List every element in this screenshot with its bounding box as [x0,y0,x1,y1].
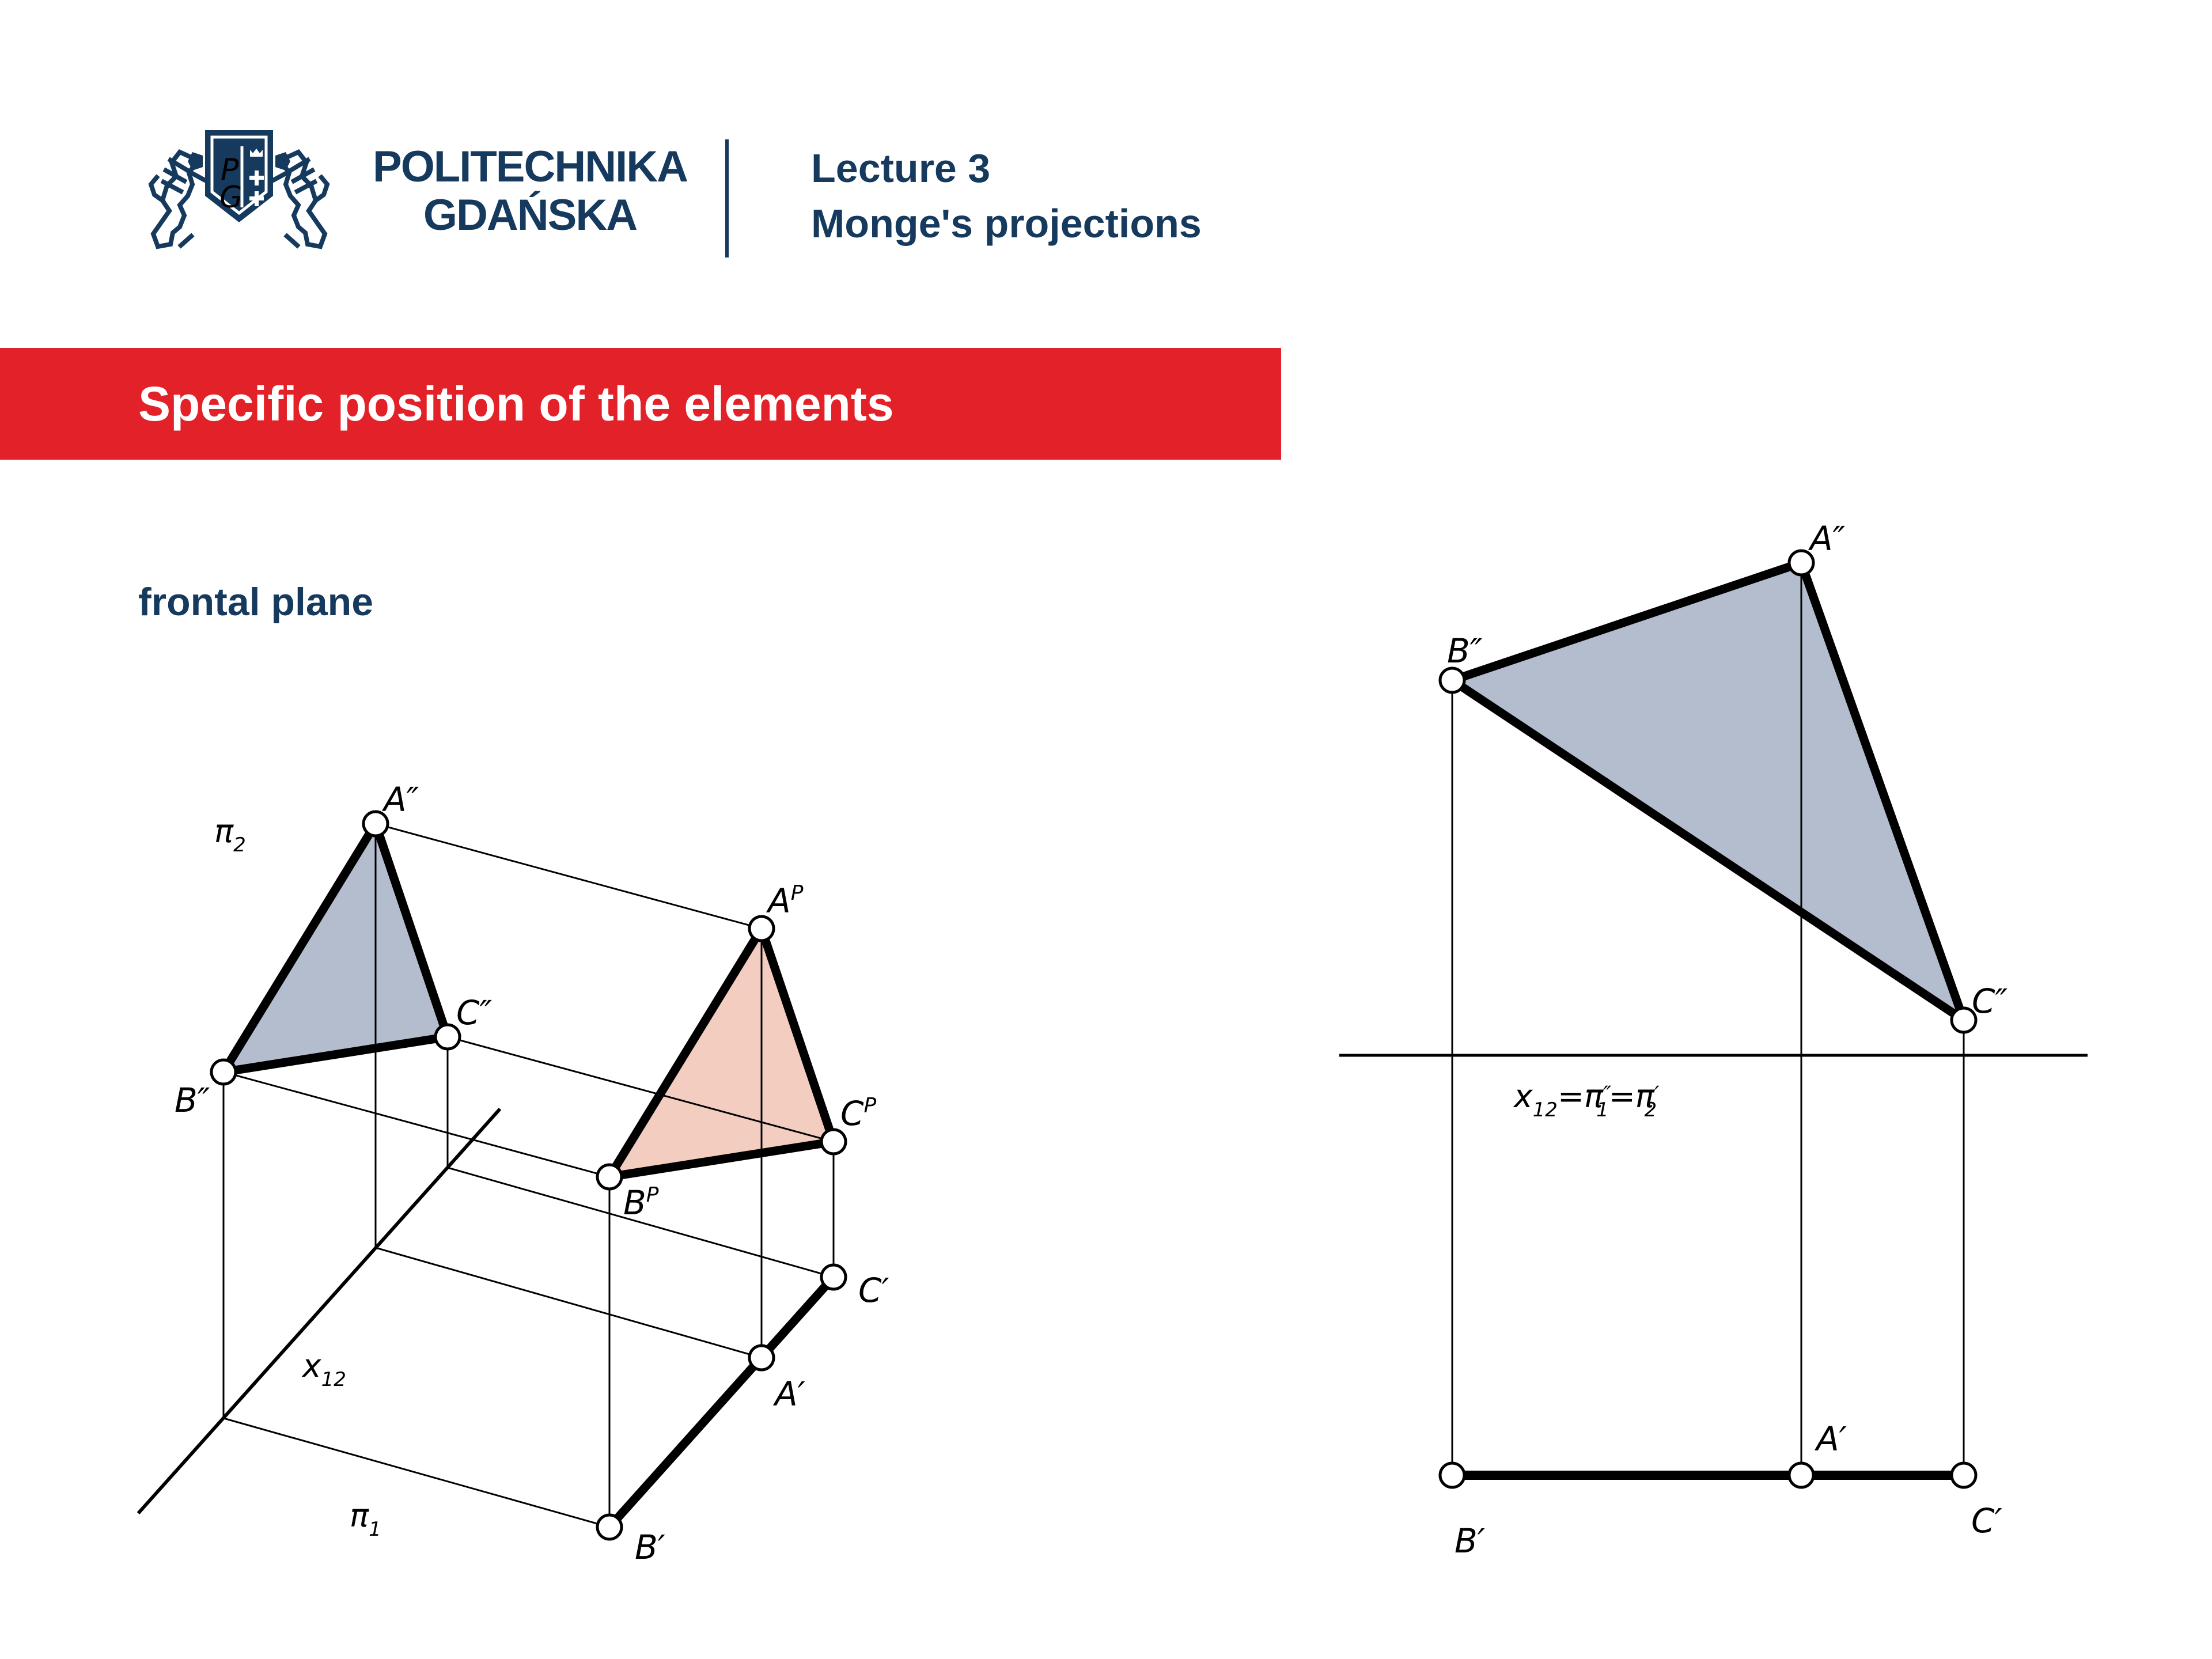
front-projection-triangle-outline [215,813,453,1078]
label-A-front: A″ [381,780,419,819]
gdansk-coat-icon [249,149,264,206]
university-name-line2: GDAŃSKA [423,191,638,240]
monge-view: A″ B″ C″ x12=π″ 1=π′ 2 A′ B′ C′ [1339,519,2088,1560]
lion-right-icon [271,149,330,249]
front-projection-triangle-fill [224,824,448,1072]
projection-rays [1451,563,1965,1475]
space-triangle-outline [601,918,839,1183]
label-A-space: AP [766,881,804,921]
label-C-front: C″ [1972,982,2008,1021]
top-projection-segment [606,1274,837,1531]
lecture-header: Lecture 3 Monge's projections [811,141,1202,251]
vertex-markers [210,810,847,1541]
front-projection-triangle-fill [1452,563,1964,1020]
header-divider [725,139,729,257]
university-name: POLITECHNIKA GDAŃSKA [369,143,691,240]
label-B-top: B′ [635,1528,665,1567]
slide-title: Specific position of the elements [138,376,894,431]
pictorial-view: π2 π1 x12 A″ B″ C″ AP BP CP C′ A′ B′ [137,780,889,1567]
label-B-top: B′ [1455,1521,1485,1560]
label-C-space: CP [840,1094,877,1133]
label-C-front: C″ [456,993,492,1032]
shield-letter-p: P [221,153,239,187]
label-A-top: A′ [1814,1419,1847,1459]
shield-inner-border [210,135,268,215]
label-C-top: C′ [858,1271,889,1310]
label-B-space: BP [623,1183,659,1222]
label-pi1: π1 [350,1497,381,1541]
lion-left-icon [148,149,207,249]
vertex-markers [1438,549,1978,1489]
label-B-front: B″ [1447,631,1483,671]
lecture-topic: Monge's projections [811,201,1202,246]
label-C-top: C′ [1971,1501,2002,1540]
label-pi2: π2 [214,813,246,857]
label-A-front: A″ [1808,519,1846,558]
front-projection-triangle-outline [1442,557,1972,1031]
label-B-front: B″ [175,1081,210,1120]
lion-right-head [275,152,290,171]
subtitle: frontal plane [138,580,374,624]
lecture-number: Lecture 3 [811,146,991,191]
slide-title-bar: Specific position of the elements [0,348,1281,460]
university-logo-crest: P G [148,130,330,249]
axis-x12-line [137,1107,502,1515]
university-name-line1: POLITECHNIKA [373,142,688,191]
label-A-top: A′ [772,1374,805,1414]
space-triangle-fill [609,929,834,1177]
construction-lines [222,823,835,1528]
shield-letter-g: G [219,180,243,215]
label-axis-identity: x12=π″ 1=π′ 2 [1513,1078,1660,1122]
label-x12: x12 [301,1347,346,1391]
lion-left-head [188,152,203,171]
